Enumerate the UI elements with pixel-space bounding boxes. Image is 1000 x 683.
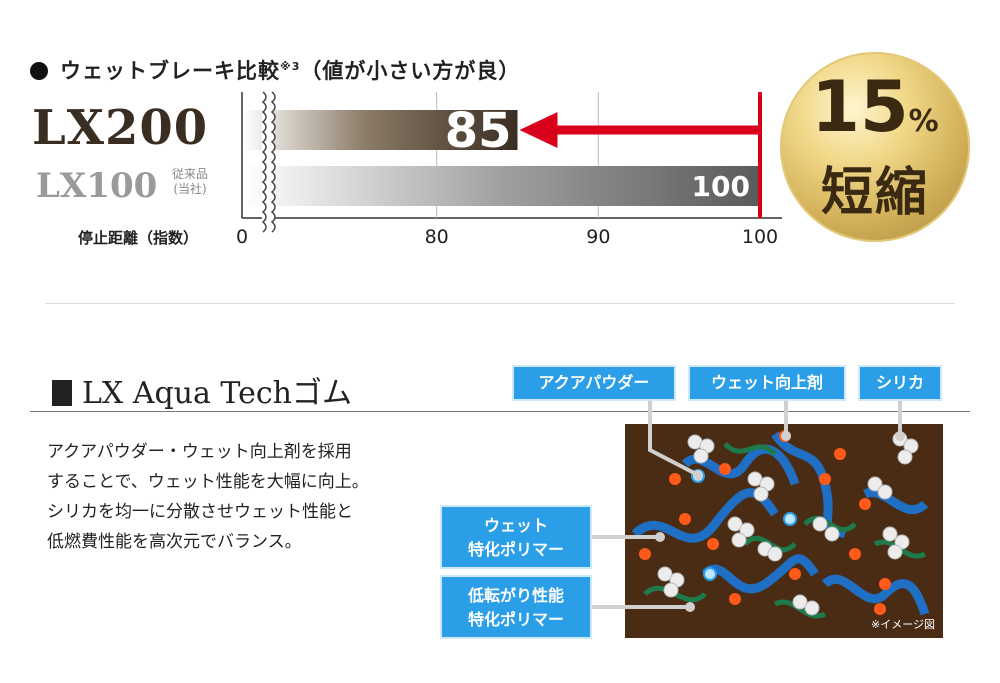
wet-polymer-strand (701, 554, 819, 594)
section-description: アクアパウダー・ウェット向上剤を採用 することで、ウェット性能を大幅に向上。 シ… (47, 442, 369, 552)
x-axis-title: 停止距離（指数） (78, 229, 199, 247)
chart-subtitle: （値が小さい方が良） (300, 59, 521, 83)
x-tick-label: 90 (586, 226, 610, 248)
category-label-lx100: LX100 (36, 166, 158, 206)
badge-value: 15% (780, 72, 970, 157)
reduction-badge: 15% 短縮 (780, 52, 970, 242)
label-wet-polymer: ウェット 特化ポリマー (440, 505, 592, 569)
axis-break-line (270, 91, 276, 233)
section-title: LX Aqua Techゴム (52, 368, 352, 412)
data-label-lx200: 85 (445, 103, 512, 159)
compound-drawing (631, 430, 930, 619)
label-low-roll-polymer: 低転がり性能 特化ポリマー (440, 575, 592, 639)
wet-polymer-strand (862, 487, 929, 515)
label-silica: シリカ (858, 365, 942, 401)
axis-break-line (261, 91, 267, 233)
badge-unit: % (908, 104, 939, 139)
badge-label: 短縮 (820, 163, 929, 223)
section-title-latin: LX Aqua Tech (82, 376, 292, 411)
category-note-lx100: 従来品 (当社) (172, 167, 209, 196)
section-rule (30, 411, 970, 412)
data-label-lx100: 100 (692, 170, 750, 203)
low-roll-polymer-strand (723, 442, 777, 456)
compound-illustration: ※イメージ図 (625, 424, 943, 638)
section-divider (45, 303, 955, 304)
reduction-arrow-head (519, 112, 558, 148)
square-bullet-icon (52, 380, 72, 406)
chart-heading: ウェットブレーキ比較※3（値が小さい方が良） (30, 55, 520, 85)
bar-lx100 (243, 166, 760, 206)
bullet-icon (30, 62, 48, 80)
bar-lx200 (243, 110, 518, 150)
wet-brake-chart: 0 80 90 100 85 100 (236, 91, 782, 248)
x-tick-label: 80 (425, 226, 449, 248)
wet-polymer-strand (821, 574, 930, 616)
category-label-lx200: LX200 (32, 100, 209, 156)
badge-number: 15 (811, 66, 909, 148)
chart-title: ウェットブレーキ比較 (60, 59, 280, 83)
x-tick-label: 0 (236, 226, 248, 248)
section-title-kana: ゴム (292, 376, 352, 411)
x-tick-label: 100 (742, 226, 778, 248)
label-wet-agent: ウェット向上剤 (688, 365, 846, 401)
footnote-mark: ※3 (280, 60, 301, 73)
low-roll-polymer-strand (803, 515, 857, 533)
wet-agent-particles (639, 430, 891, 615)
label-aqua-powder: アクアパウダー (512, 365, 676, 401)
illustration-note: ※イメージ図 (871, 618, 935, 631)
